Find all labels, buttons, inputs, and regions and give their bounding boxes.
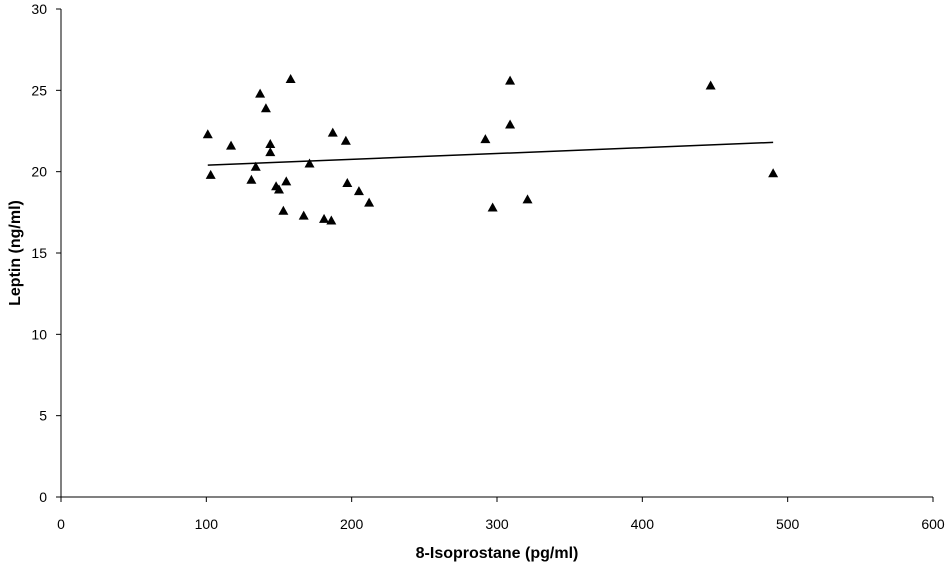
data-point (326, 215, 337, 225)
data-point (265, 147, 276, 157)
data-point (274, 184, 284, 194)
data-point (705, 80, 716, 90)
x-tick-label: 500 (776, 516, 800, 532)
y-tick-label: 10 (31, 326, 47, 342)
data-point (281, 176, 292, 186)
data-point (250, 161, 261, 171)
y-tick-label: 30 (31, 1, 47, 17)
data-point (205, 169, 216, 179)
data-point (505, 75, 516, 85)
data-point (226, 140, 237, 150)
data-point (285, 73, 296, 83)
data-point (522, 194, 533, 204)
y-tick-label: 5 (39, 408, 47, 424)
y-tick-label: 0 (39, 489, 47, 505)
y-axis-ticks: 0 5 10 15 20 25 30 (31, 1, 61, 505)
data-point (768, 168, 779, 178)
data-points (202, 73, 779, 225)
y-tick-label: 25 (31, 82, 47, 98)
data-point (260, 103, 271, 113)
x-tick-label: 300 (485, 516, 509, 532)
x-tick-label: 100 (195, 516, 219, 532)
data-point (202, 129, 213, 139)
x-tick-label: 200 (340, 516, 364, 532)
data-point (265, 139, 276, 149)
data-point (353, 186, 364, 196)
data-point (342, 178, 353, 188)
data-point (255, 88, 266, 98)
x-tick-label: 400 (631, 516, 655, 532)
data-point (505, 119, 516, 129)
x-tick-label: 0 (57, 516, 65, 532)
data-point (480, 134, 491, 144)
data-point (304, 158, 315, 168)
y-tick-label: 15 (31, 245, 47, 261)
x-axis-ticks: 0 100 200 300 400 500 600 (57, 497, 945, 532)
data-point (487, 202, 498, 212)
data-point (278, 205, 289, 215)
data-point (319, 213, 330, 223)
y-axis-title: Leptin (ng/ml) (7, 200, 24, 306)
data-point (246, 174, 257, 184)
trend-line (207, 141, 774, 166)
y-tick-label: 20 (31, 164, 47, 180)
data-point (298, 210, 309, 220)
x-axis-title: 8-Isoprostane (pg/ml) (416, 545, 579, 562)
x-tick-label: 600 (921, 516, 945, 532)
data-point (364, 197, 375, 207)
data-point (340, 135, 351, 145)
data-point (327, 127, 338, 137)
